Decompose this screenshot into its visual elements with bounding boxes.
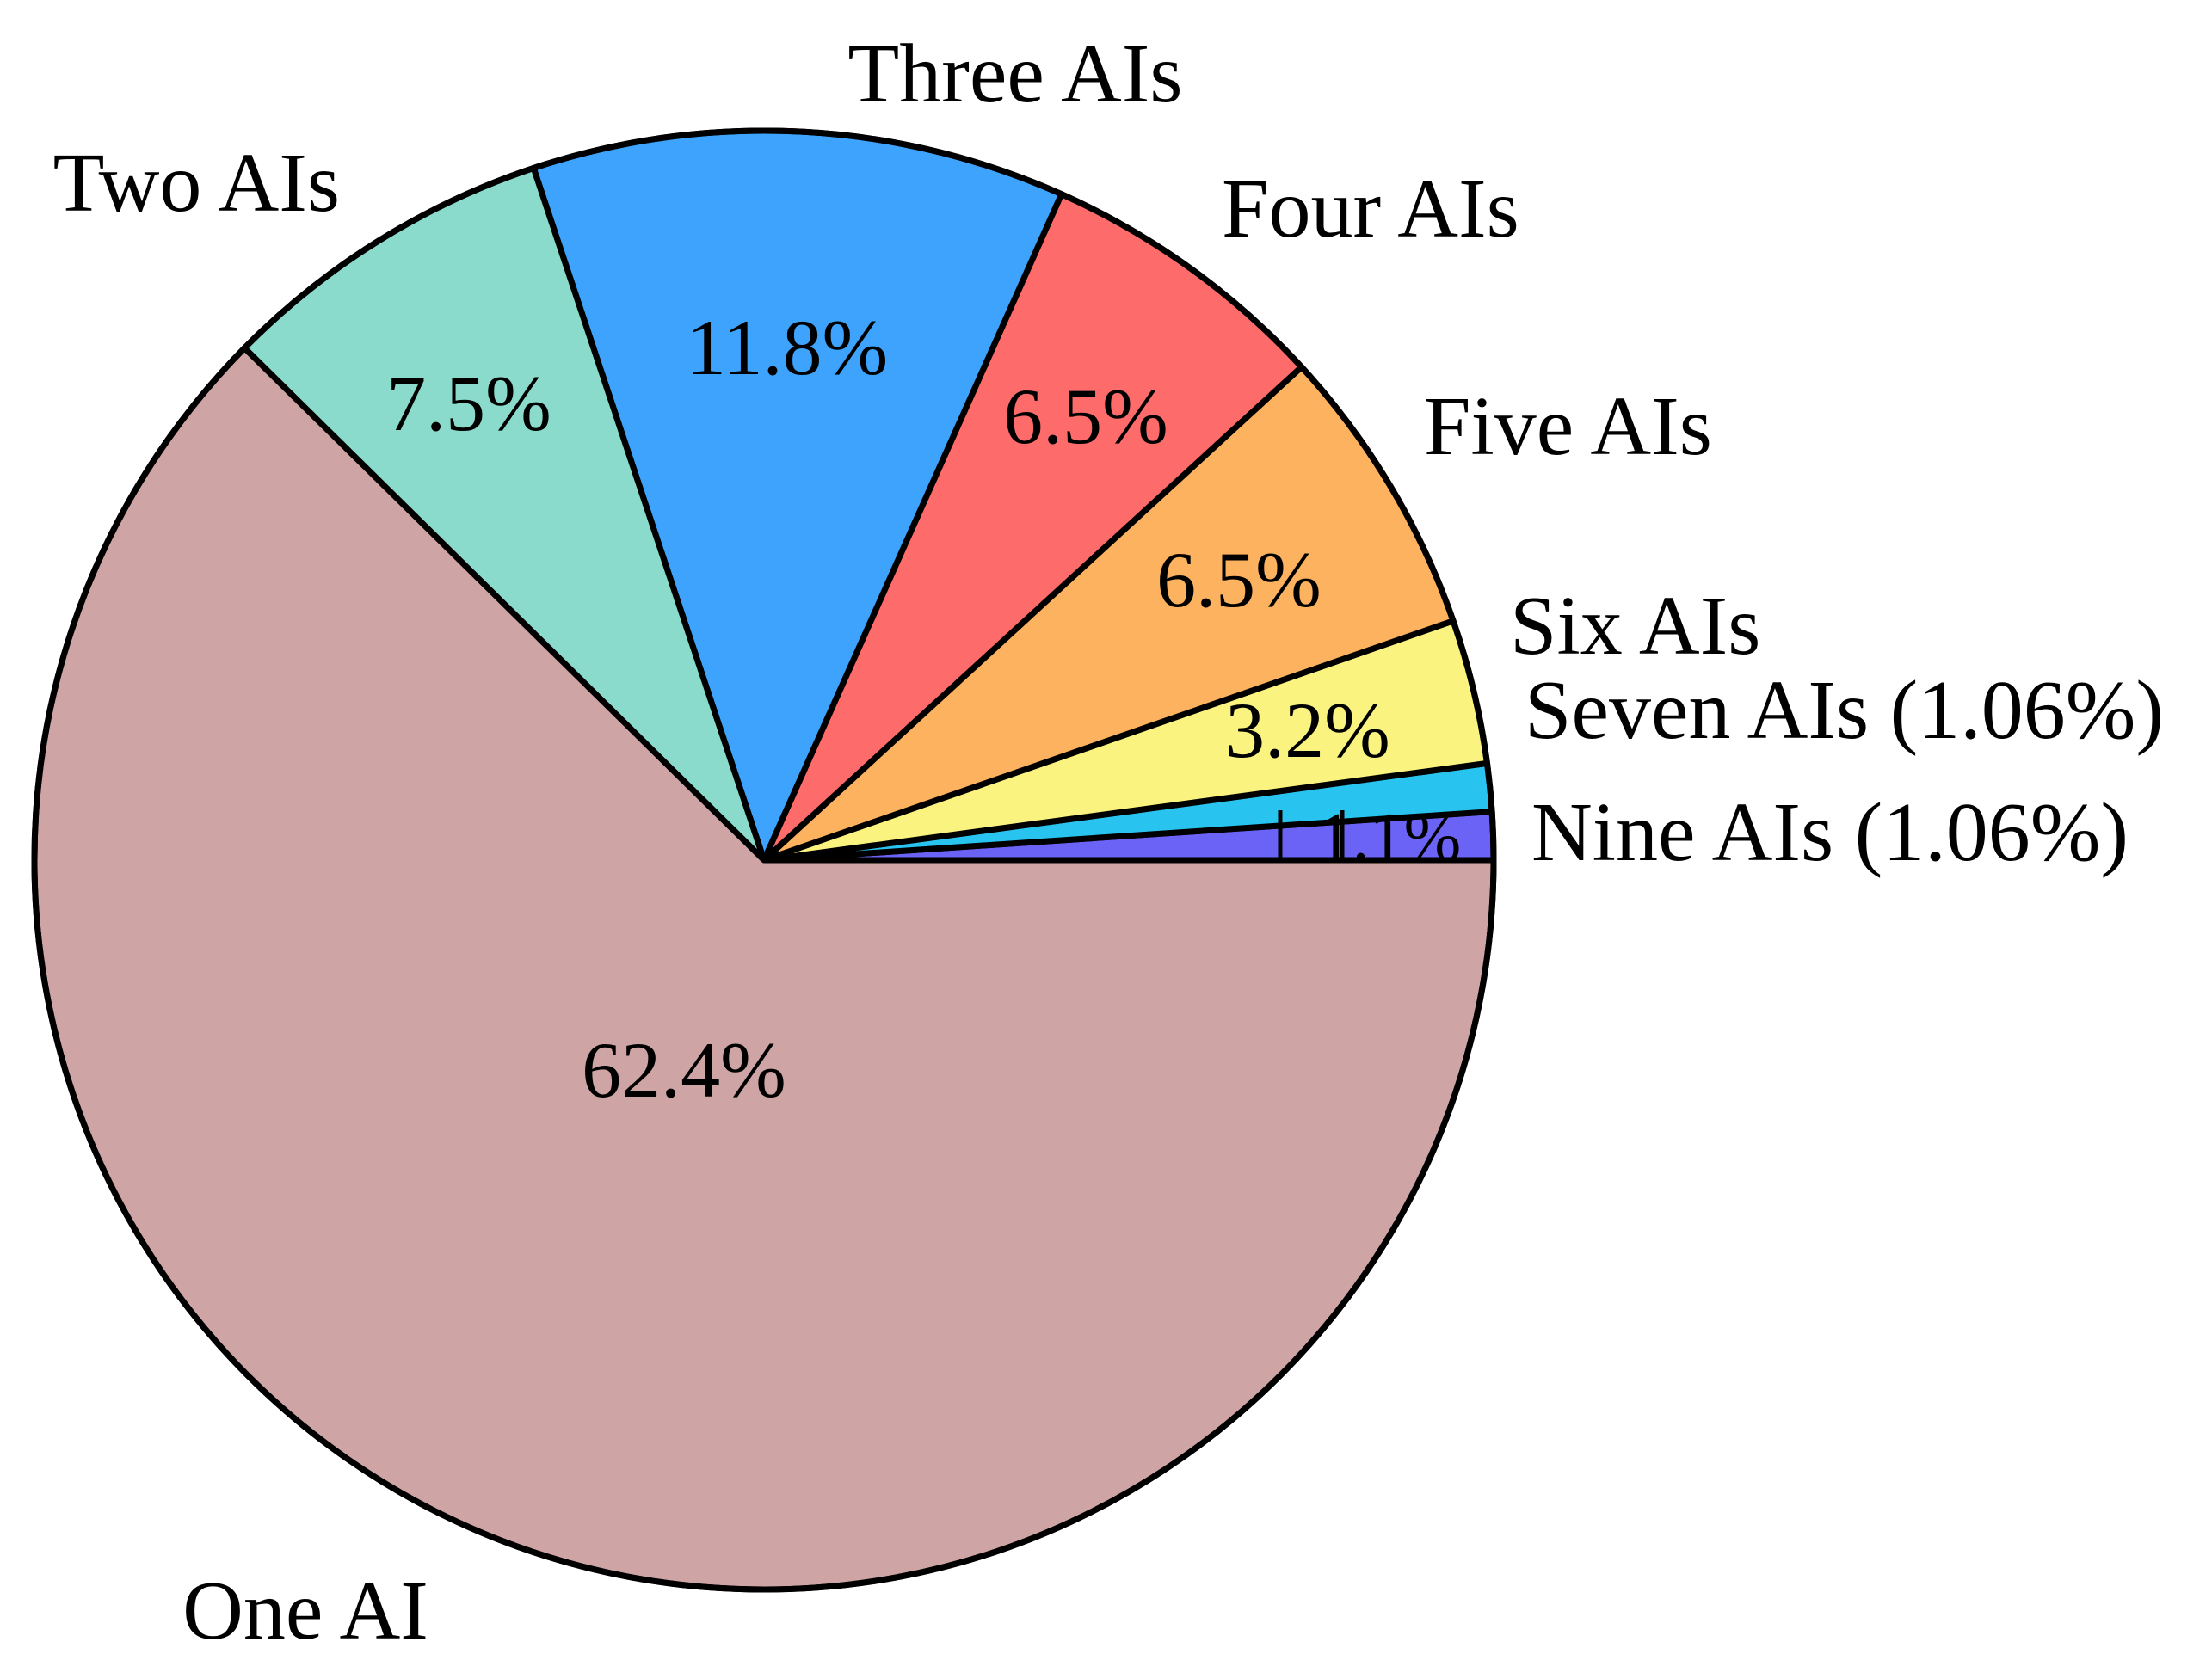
pie-inner-dividers	[1278, 810, 1345, 860]
pct-label-one-ai: 62.4%	[582, 1026, 786, 1114]
slice-label-seven-ais: Seven AIs (1.06%)	[1525, 664, 2164, 757]
slice-label-nine-ais: Nine AIs (1.06%)	[1531, 786, 2129, 879]
slice-label-one-ai: One AI	[182, 1565, 428, 1654]
pie-slices	[31, 127, 1497, 1593]
slice-label-two-ais: Two AIs	[53, 137, 340, 230]
slice-label-three-ais: Three AIs	[847, 28, 1182, 120]
pct-label-five-ais: 6.5%	[1156, 536, 1322, 624]
pie-slice-labels: Nine AIs (1.06%) Seven AIs (1.06%)Six AIs…	[53, 28, 2164, 1654]
pct-label-two-ais: 7.5%	[386, 360, 551, 447]
pct-label-six-ais: 3.2%	[1225, 686, 1390, 774]
slice-label-five-ais: Five AIs	[1424, 380, 1712, 473]
pie-outline	[31, 127, 1497, 1593]
pct-label-four-ais: 6.5%	[1003, 372, 1168, 460]
pct-label-three-ais: 11.8%	[687, 304, 888, 391]
slice-label-four-ais: Four AIs	[1222, 163, 1519, 255]
pct-label-seven-ais: 1.1%	[1318, 800, 1462, 876]
slice-label-six-ais: Six AIs	[1510, 580, 1760, 673]
pie-percent-labels: 1.1% 3.2% 6.5% 6.5% 11.8% 7.5% 62.4%	[386, 304, 1461, 1114]
